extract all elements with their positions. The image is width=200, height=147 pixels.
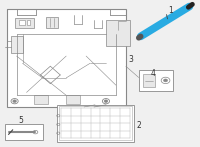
Bar bbox=[19, 20, 25, 25]
Text: 1: 1 bbox=[169, 6, 173, 15]
Bar bbox=[106, 20, 130, 46]
Circle shape bbox=[164, 79, 168, 82]
Bar bbox=[34, 95, 48, 104]
Circle shape bbox=[104, 100, 108, 102]
Circle shape bbox=[13, 100, 16, 102]
Text: 5: 5 bbox=[19, 116, 23, 125]
Bar bbox=[139, 70, 173, 91]
Bar bbox=[57, 105, 134, 142]
Bar bbox=[59, 106, 132, 141]
Bar bbox=[143, 74, 155, 87]
Bar bbox=[11, 36, 23, 53]
Bar bbox=[27, 20, 30, 25]
Text: 3: 3 bbox=[129, 55, 134, 64]
Bar bbox=[5, 124, 43, 141]
Bar bbox=[15, 18, 34, 28]
Bar bbox=[66, 95, 80, 104]
Bar bbox=[7, 9, 126, 107]
Text: 4: 4 bbox=[151, 69, 156, 78]
Text: 2: 2 bbox=[137, 121, 141, 130]
Bar bbox=[46, 17, 58, 28]
